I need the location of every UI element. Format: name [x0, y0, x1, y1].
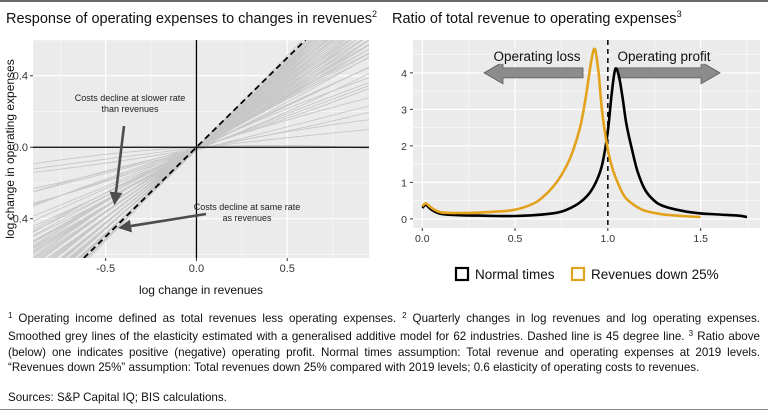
right-chart-title-note: 3 [676, 9, 682, 19]
left-y-tick-label-0: -0.4 [9, 214, 28, 226]
left-x-tick-label-2: 0.5 [280, 263, 295, 275]
annotation-slower-line1: Costs decline at slower rate [75, 93, 186, 103]
left-y-tick-label-1: 0.0 [13, 142, 28, 154]
right-chart: Operating loss Operating profit 0.0 0.5 1.0 1… [401, 40, 760, 282]
right-chart-title-text: Ratio of total revenue to operating expe… [392, 11, 677, 27]
right-chart-title: Ratio of total revenue to operating expe… [392, 9, 682, 27]
operating-profit-label: Operating profit [617, 49, 710, 64]
legend-label-revenues-down: Revenues down 25% [591, 267, 719, 282]
footnote-3: Ratio above (below) one indicates positi… [8, 330, 760, 375]
footnote-1: Operating income defined as total revenu… [12, 312, 403, 325]
operating-loss-label: Operating loss [493, 49, 580, 64]
legend-key-revenues-down [570, 266, 586, 282]
left-x-axis-label: log change in revenues [139, 283, 263, 297]
legend-label-normal-times: Normal times [475, 267, 555, 282]
left-y-axis-label: log change in operating expenses [3, 59, 17, 238]
footnotes: 1 Operating income defined as total reve… [8, 308, 760, 376]
left-x-tick-label-0: -0.5 [96, 263, 115, 275]
left-y-tick-label-2: 0.4 [13, 71, 28, 83]
right-x-tick-label-2: 1.0 [601, 233, 616, 245]
annotation-same-arrow [118, 212, 207, 233]
right-y-tick-label-0: 0 [401, 214, 407, 226]
operating-loss-label-bg [490, 46, 586, 64]
right-y-tick-label-2: 2 [401, 141, 407, 153]
sources: Sources: S&P Capital IQ; BIS calculation… [8, 391, 227, 404]
left-chart-title: Response of operating expenses to change… [6, 9, 377, 27]
operating-profit-label-bg [613, 46, 715, 64]
series-line-normal-times [421, 67, 748, 219]
bottom-rule [0, 409, 768, 410]
left-x-tick-label-1: 0.0 [189, 263, 204, 275]
right-x-tick-label-3: 1.5 [693, 233, 708, 245]
annotation-slower-arrow [109, 125, 126, 206]
series-line-revenues-down [421, 47, 701, 219]
right-y-tick-label-3: 3 [401, 104, 407, 116]
annotation-same-line2: as revenues [222, 213, 272, 223]
annotation-slower-line2: than revenues [101, 104, 159, 114]
right-series-group [421, 47, 748, 219]
left-chart-title-note: 2 [371, 9, 377, 19]
annotation-same-line1: Costs decline at same rate [194, 202, 301, 212]
footnote-2: Quarterly changes in log revenues and lo… [8, 312, 760, 344]
right-y-tick-label-1: 1 [401, 177, 407, 189]
elasticity-curve-4 [33, 105, 369, 193]
footnote-2-mark: 2 [402, 311, 407, 320]
elasticity-curve-59 [84, 40, 311, 258]
footnote-3-mark: 3 [688, 329, 694, 339]
right-y-tick-label-4: 4 [401, 68, 407, 80]
right-x-tick-label-1: 0.5 [508, 233, 523, 245]
elasticity-curve-57 [78, 40, 309, 258]
left-chart-title-text: Response of operating expenses to change… [6, 11, 372, 27]
legend-key-normal-times [454, 266, 470, 282]
footnote-1-mark: 1 [8, 311, 13, 320]
top-rule [0, 0, 768, 2]
right-x-tick-label-0: 0.0 [415, 233, 430, 245]
